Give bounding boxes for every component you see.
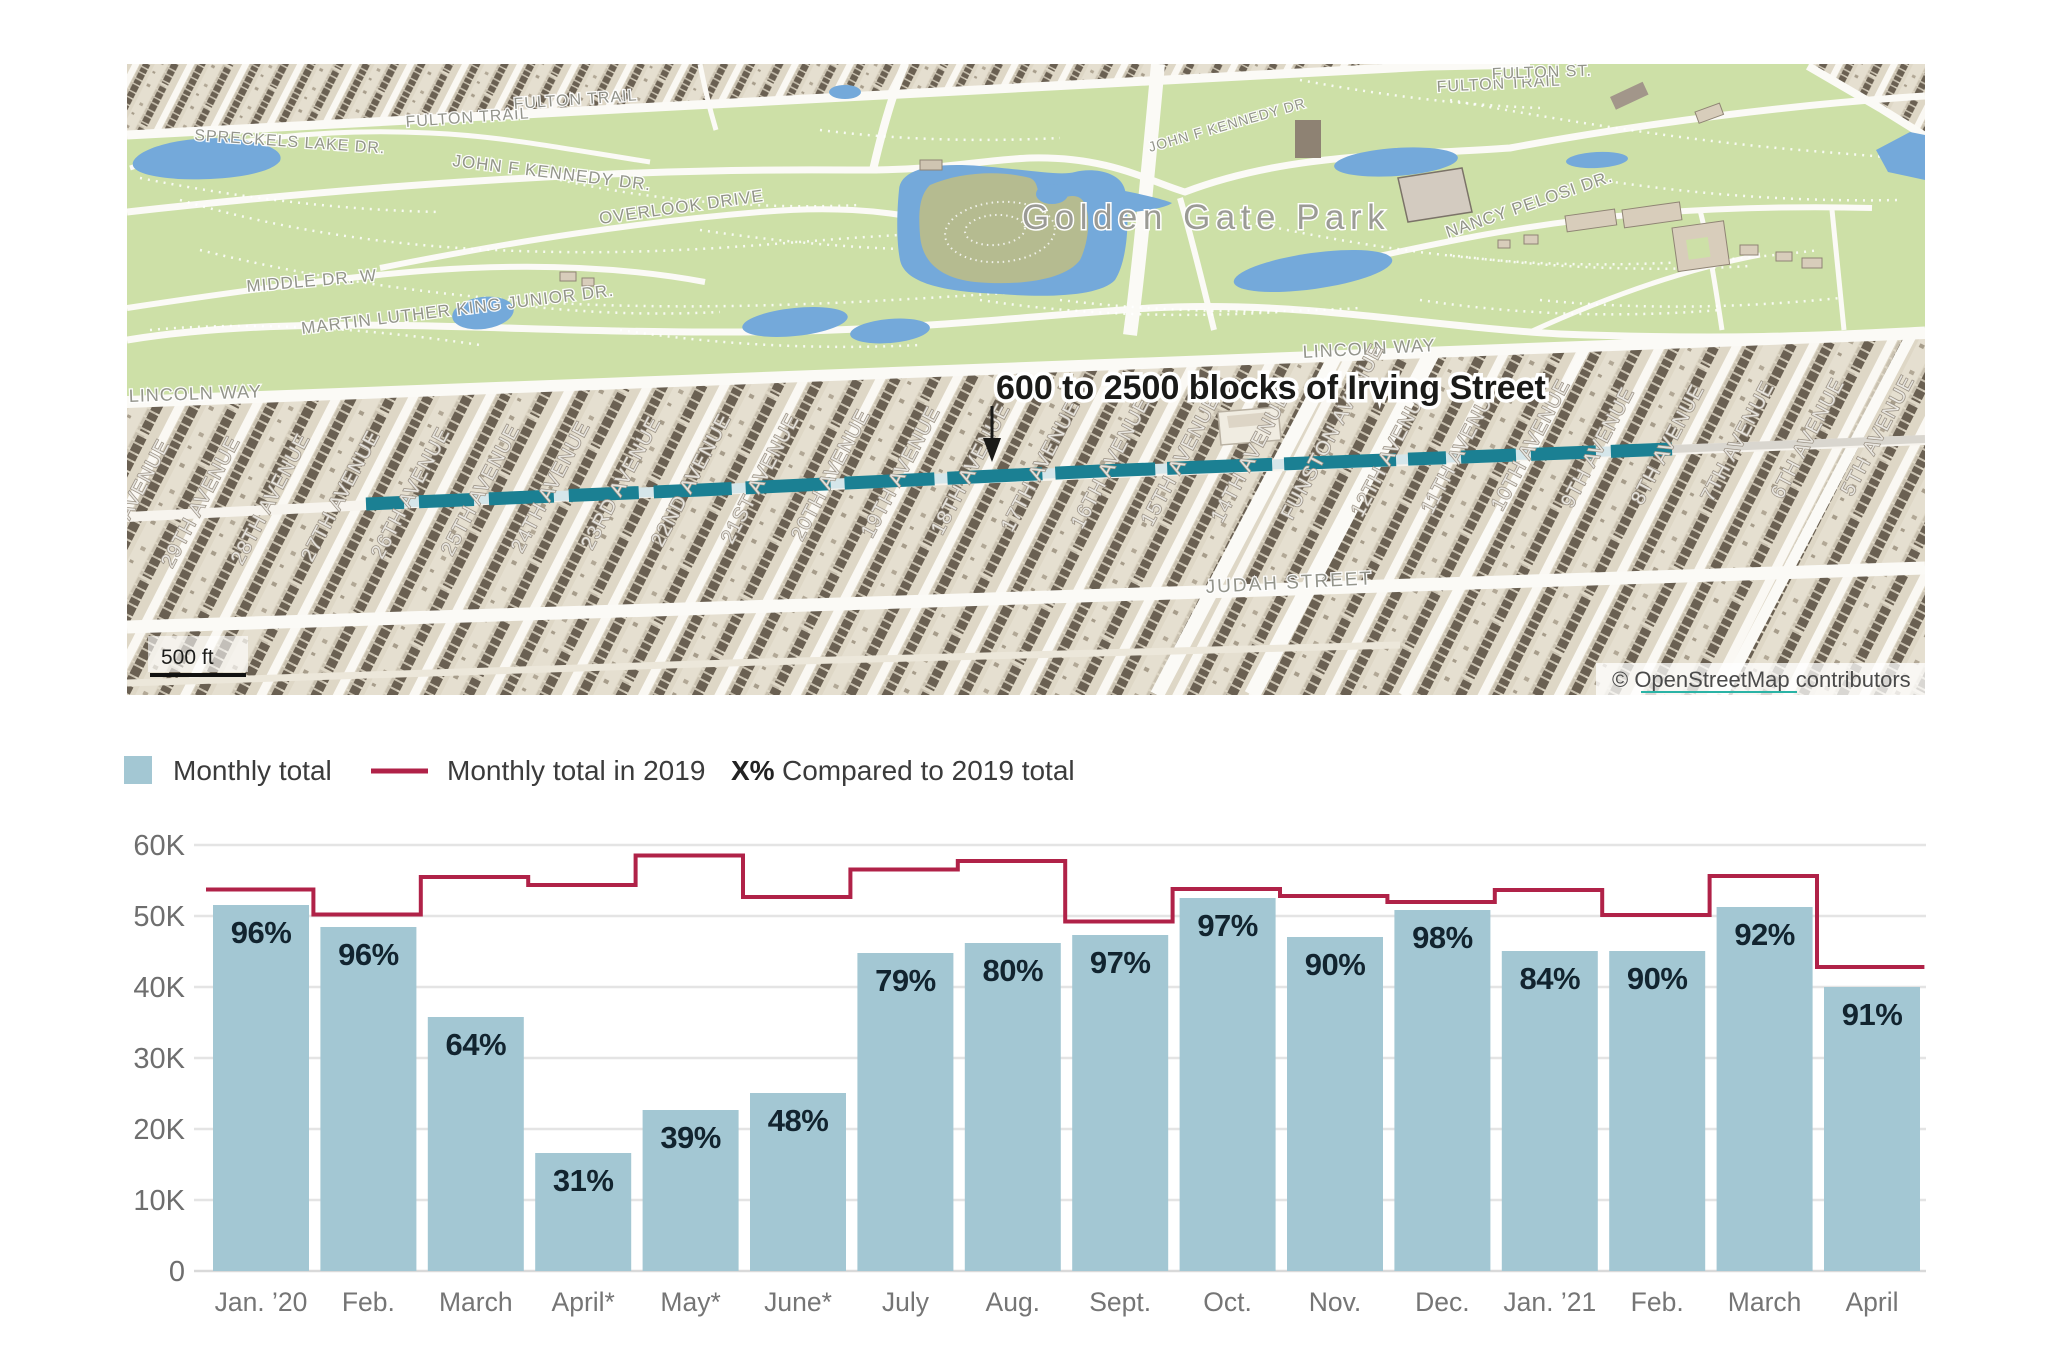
svg-text:Feb.: Feb. — [342, 1287, 395, 1317]
svg-text:96%: 96% — [338, 937, 399, 972]
svg-text:97%: 97% — [1197, 908, 1258, 943]
svg-text:90%: 90% — [1627, 961, 1688, 996]
svg-text:Dec.: Dec. — [1415, 1287, 1470, 1317]
svg-text:10K: 10K — [133, 1185, 185, 1217]
svg-text:20K: 20K — [133, 1114, 185, 1146]
svg-text:April: April — [1845, 1287, 1898, 1317]
svg-text:July: July — [882, 1287, 930, 1317]
svg-text:50K: 50K — [133, 901, 185, 933]
svg-text:90%: 90% — [1305, 947, 1366, 982]
svg-text:FULTON ST.: FULTON ST. — [1492, 63, 1593, 83]
svg-text:48%: 48% — [768, 1103, 829, 1138]
svg-text:30K: 30K — [133, 1043, 185, 1075]
svg-text:Feb.: Feb. — [1631, 1287, 1684, 1317]
svg-text:60K: 60K — [133, 830, 185, 862]
svg-text:Jan. ’20: Jan. ’20 — [215, 1287, 308, 1317]
svg-text:Jan. ’21: Jan. ’21 — [1503, 1287, 1596, 1317]
svg-text:79%: 79% — [875, 963, 936, 998]
svg-text:May*: May* — [660, 1287, 720, 1317]
svg-text:31%: 31% — [553, 1163, 614, 1198]
svg-text:March: March — [439, 1287, 513, 1317]
svg-text:600 to 2500 blocks of Irving S: 600 to 2500 blocks of Irving Street — [996, 369, 1546, 407]
svg-text:© OpenStreetMap contributors: © OpenStreetMap contributors — [1612, 667, 1911, 692]
svg-text:0: 0 — [169, 1256, 185, 1288]
svg-text:Compared to 2019 total: Compared to 2019 total — [782, 755, 1075, 786]
svg-text:Monthly total in 2019: Monthly total in 2019 — [447, 755, 705, 786]
svg-text:Golden Gate Park: Golden Gate Park — [1022, 198, 1390, 237]
svg-text:40K: 40K — [133, 972, 185, 1004]
svg-text:X%: X% — [731, 755, 775, 786]
svg-text:96%: 96% — [231, 915, 292, 950]
svg-text:Monthly total: Monthly total — [173, 755, 332, 786]
svg-text:LINCOLN WAY: LINCOLN WAY — [128, 381, 262, 406]
svg-text:64%: 64% — [446, 1027, 507, 1062]
svg-text:80%: 80% — [983, 953, 1044, 988]
svg-text:Aug.: Aug. — [986, 1287, 1041, 1317]
svg-text:Oct.: Oct. — [1203, 1287, 1252, 1317]
svg-text:98%: 98% — [1412, 920, 1473, 955]
svg-text:91%: 91% — [1842, 997, 1903, 1032]
svg-text:Sept.: Sept. — [1089, 1287, 1151, 1317]
svg-text:92%: 92% — [1734, 917, 1795, 952]
svg-text:97%: 97% — [1090, 945, 1151, 980]
svg-text:June*: June* — [764, 1287, 832, 1317]
svg-text:March: March — [1728, 1287, 1802, 1317]
svg-text:April*: April* — [552, 1287, 615, 1317]
svg-text:84%: 84% — [1520, 961, 1581, 996]
svg-text:500 ft: 500 ft — [161, 646, 214, 669]
svg-text:39%: 39% — [660, 1120, 721, 1155]
svg-text:Nov.: Nov. — [1309, 1287, 1362, 1317]
